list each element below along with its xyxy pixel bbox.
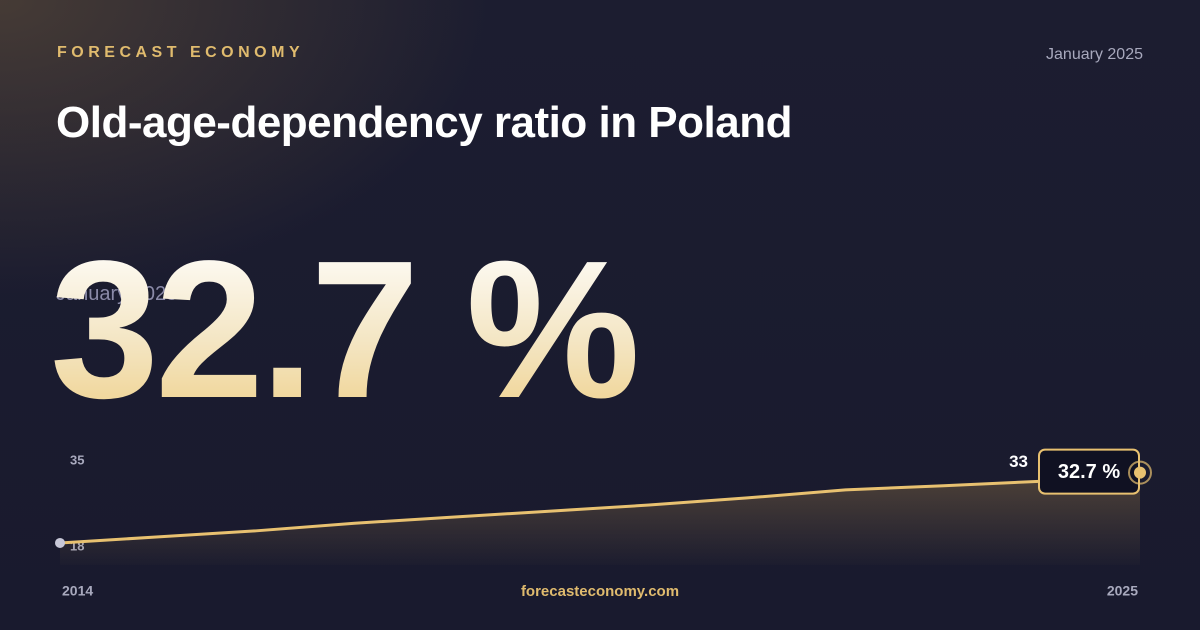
line [59, 471, 1141, 545]
start-point [55, 537, 65, 548]
chart-title: Old-age-dependency ratio in Poland [56, 98, 792, 147]
brand: FORECAST ECONOMY [57, 44, 305, 61]
date: January 2025 [1046, 46, 1143, 63]
area [60, 472, 1140, 565]
x-tick-label: 2025 [1107, 583, 1138, 599]
callout-label: 32.7 % [1058, 461, 1120, 483]
x-tick-label: 2014 [62, 583, 93, 599]
headline-value: 32.7 % [50, 220, 640, 439]
value-label: 33 [1009, 452, 1028, 471]
end-ring [1128, 460, 1152, 485]
footer: forecasteconomy.com [520, 583, 680, 600]
y-tick-label: 35 [70, 452, 84, 467]
subtitle-date: January 2025 [56, 283, 177, 306]
end-point [1134, 466, 1146, 479]
